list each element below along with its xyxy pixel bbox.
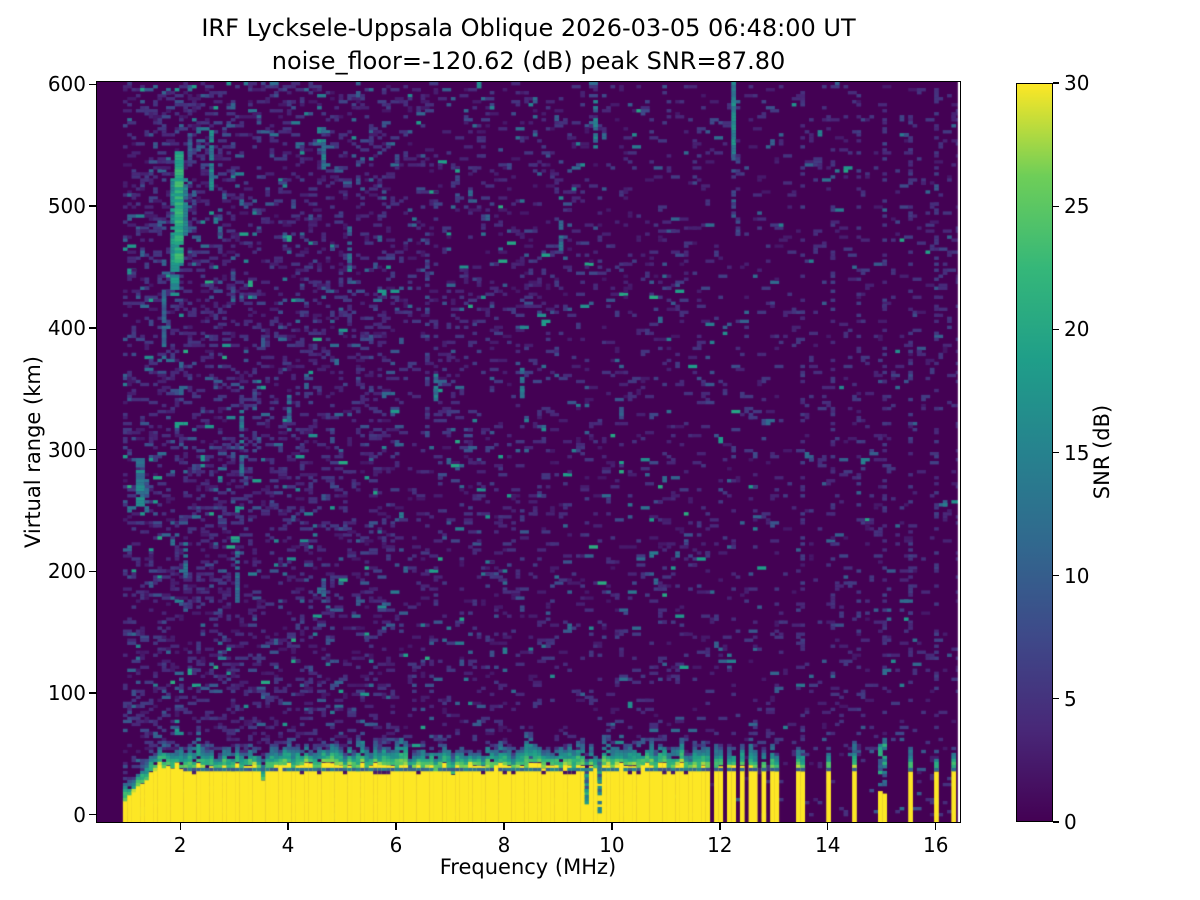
y-tick-mark bbox=[89, 814, 96, 816]
y-tick-label: 300 bbox=[47, 437, 86, 462]
y-tick-mark bbox=[89, 83, 96, 86]
x-tick-label: 8 bbox=[497, 833, 511, 857]
x-tick-mark bbox=[503, 823, 505, 830]
y-tick-label: 200 bbox=[47, 559, 86, 584]
x-tick-mark bbox=[827, 823, 829, 830]
x-tick-label: 12 bbox=[707, 833, 733, 857]
x-tick-label: 4 bbox=[281, 833, 295, 857]
y-tick-label: 400 bbox=[47, 315, 86, 340]
x-tick-mark bbox=[179, 823, 181, 830]
colorbar-tick-label: 0 bbox=[1064, 810, 1077, 834]
colorbar-tick-mark bbox=[1053, 205, 1059, 207]
y-tick-label: 600 bbox=[47, 72, 86, 97]
colorbar bbox=[1016, 83, 1053, 822]
x-tick-mark bbox=[935, 823, 937, 830]
y-tick-mark bbox=[89, 448, 96, 451]
heatmap-canvas bbox=[97, 82, 960, 822]
chart-title-line1: IRF Lycksele-Uppsala Oblique 2026-03-05 … bbox=[201, 14, 856, 42]
y-tick-mark bbox=[89, 327, 96, 329]
y-tick-label: 500 bbox=[47, 194, 86, 219]
colorbar-tick-label: 20 bbox=[1064, 317, 1090, 342]
chart-title-line2: noise_floor=-120.62 (dB) peak SNR=87.80 bbox=[271, 47, 786, 75]
x-tick-label: 10 bbox=[599, 833, 625, 857]
x-tick-mark bbox=[287, 823, 289, 830]
y-tick-label: 0 bbox=[73, 802, 86, 827]
x-tick-label: 6 bbox=[389, 833, 403, 857]
colorbar-tick-label: 10 bbox=[1064, 563, 1090, 588]
y-tick-mark bbox=[89, 570, 96, 572]
x-tick-mark bbox=[395, 823, 397, 830]
y-tick-label: 100 bbox=[47, 680, 86, 705]
colorbar-tick-label: 30 bbox=[1064, 71, 1090, 95]
x-tick-label: 14 bbox=[815, 833, 841, 857]
x-tick-mark bbox=[611, 823, 613, 830]
x-tick-label: 2 bbox=[173, 833, 187, 857]
colorbar-tick-label: 25 bbox=[1064, 194, 1090, 219]
colorbar-tick-label: 15 bbox=[1064, 440, 1090, 465]
chart-title: IRF Lycksele-Uppsala Oblique 2026-03-05 … bbox=[97, 12, 960, 78]
y-tick-mark bbox=[89, 692, 96, 694]
x-axis-label: Frequency (MHz) bbox=[439, 855, 617, 879]
colorbar-tick-mark bbox=[1053, 451, 1059, 454]
y-tick-mark bbox=[89, 205, 96, 207]
colorbar-tick-mark bbox=[1053, 698, 1059, 700]
colorbar-tick-mark bbox=[1053, 575, 1059, 577]
colorbar-tick-mark bbox=[1053, 821, 1059, 823]
colorbar-tick-label: 5 bbox=[1064, 686, 1077, 711]
plot-area-border bbox=[96, 81, 961, 823]
x-tick-label: 16 bbox=[922, 833, 949, 857]
x-tick-mark bbox=[719, 823, 721, 830]
colorbar-tick-mark bbox=[1053, 328, 1059, 330]
colorbar-tick-mark bbox=[1053, 82, 1059, 84]
